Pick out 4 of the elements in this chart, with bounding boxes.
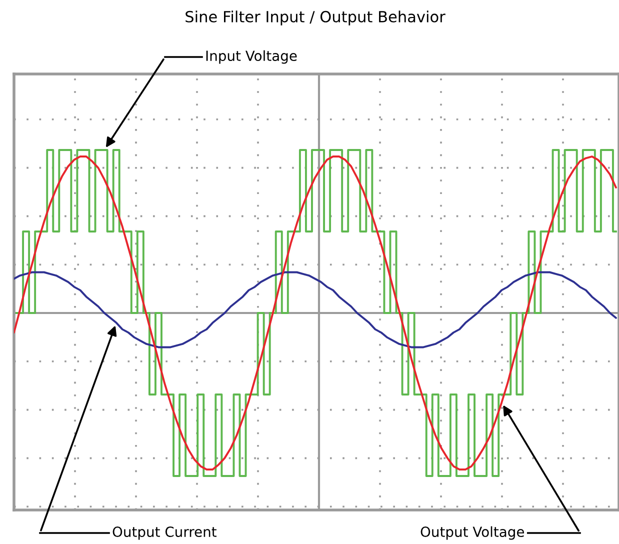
chart-title: Sine Filter Input / Output Behavior [186, 10, 446, 26]
text: Output Voltage [420, 526, 524, 540]
text: Input Voltage [206, 50, 297, 64]
text: Output Current [112, 526, 216, 540]
